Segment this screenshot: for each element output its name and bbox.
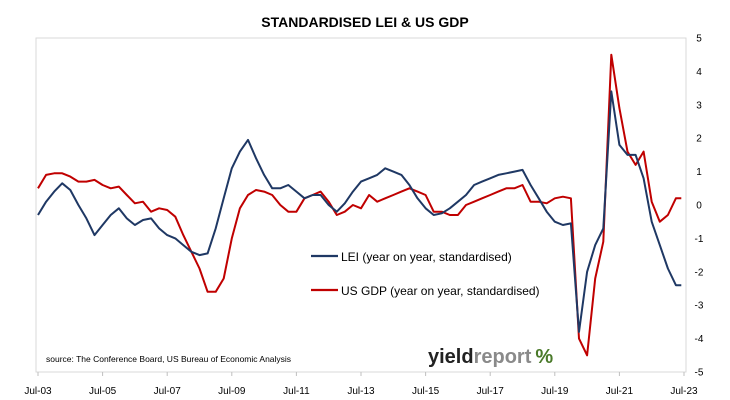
x-tick-label: Jul-11: [283, 386, 310, 397]
y-tick-label: 5: [696, 34, 702, 45]
legend-label-gdp: US GDP (year on year, standardised): [341, 284, 540, 298]
plot-area-frame: [35, 37, 687, 373]
x-tick-label: Jul-05: [89, 386, 117, 397]
x-tick-label: Jul-21: [606, 386, 634, 397]
y-tick-label: -2: [695, 267, 704, 278]
chart-title: STANDARDISED LEI & US GDP: [261, 14, 468, 30]
brand-logo: yieldreport%: [428, 346, 553, 368]
brand-text-light: report: [474, 346, 532, 368]
series-lines: [37, 53, 682, 357]
y-tick-label: 4: [696, 67, 702, 78]
brand-symbol: %: [535, 346, 553, 368]
x-tick-label: Jul-03: [24, 386, 52, 397]
legend: LEI (year on year, standardised) US GDP …: [311, 250, 540, 298]
x-tick-label: Jul-15: [412, 386, 440, 397]
x-tick-label: Jul-07: [154, 386, 182, 397]
x-tick-label: Jul-09: [218, 386, 246, 397]
y-tick-label: 3: [696, 100, 702, 111]
y-tick-label: -3: [695, 301, 704, 312]
y-tick-label: 0: [696, 201, 702, 212]
x-tick-label: Jul-13: [347, 386, 375, 397]
y-tick-label: -4: [695, 334, 704, 345]
x-tick-label: Jul-17: [477, 386, 505, 397]
x-tick-label: Jul-19: [541, 386, 569, 397]
x-axis-ticks: Jul-03 Jul-05 Jul-07 Jul-09 Jul-11 Jul-13 Jul-…: [24, 372, 698, 397]
y-tick-label: -1: [695, 234, 704, 245]
series-line-gdp: [37, 53, 682, 357]
brand-text-dark: yield: [428, 346, 474, 368]
series-line-lei: [37, 90, 682, 333]
y-tick-label: 2: [696, 134, 702, 145]
svg-text:yieldreport%: yieldreport%: [428, 346, 553, 368]
y-tick-label: 1: [696, 167, 702, 178]
x-tick-label: Jul-23: [670, 386, 698, 397]
source-note: source: The Conference Board, US Bureau …: [46, 354, 291, 364]
y-axis-ticks: 5 4 3 2 1 0 -1 -2 -3 -4 -5: [695, 34, 704, 379]
legend-label-lei: LEI (year on year, standardised): [341, 250, 512, 264]
y-tick-label: -5: [695, 368, 704, 379]
